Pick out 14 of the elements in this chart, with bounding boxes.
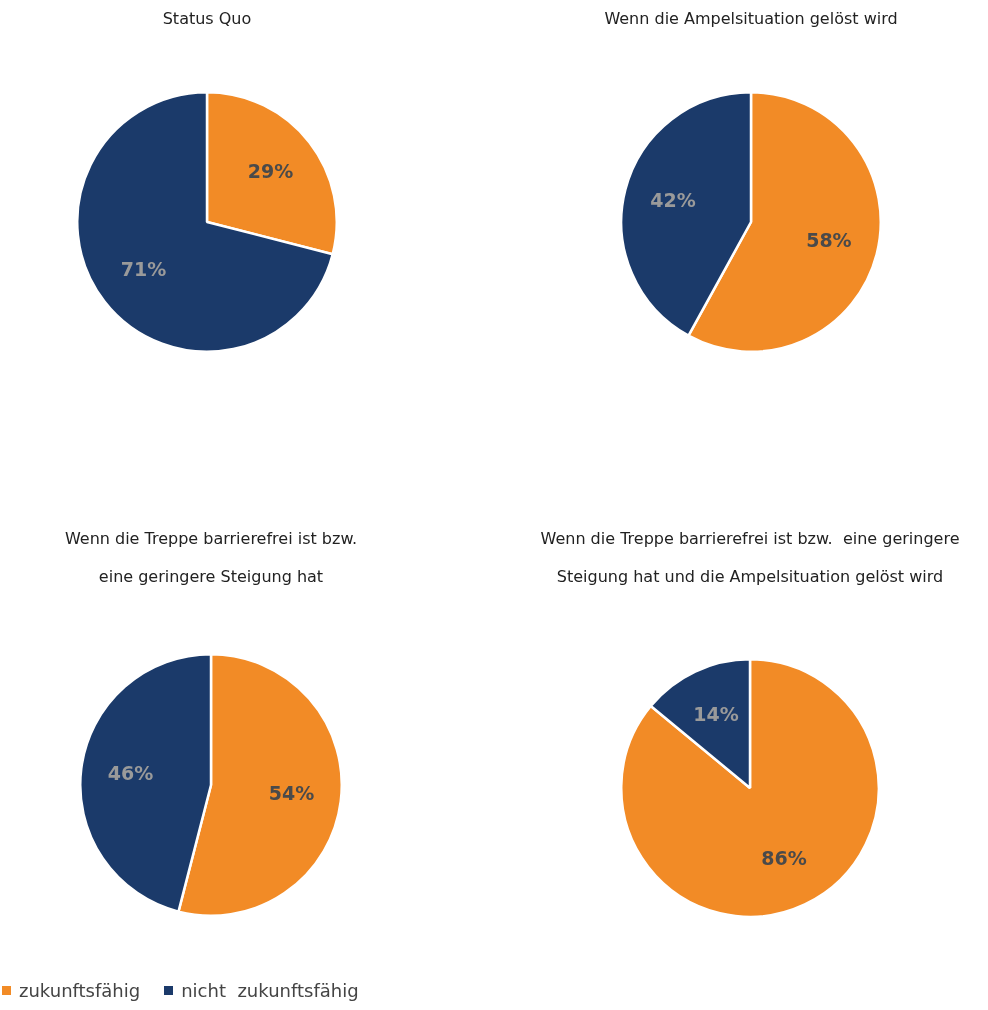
chart-title: Wenn die Treppe barrierefrei ist bzw. eine geringere Steigung hat bbox=[63, 528, 359, 588]
chart-title: Wenn die Ampelsituation gelöst wird bbox=[603, 8, 899, 30]
data-label: 54% bbox=[268, 782, 315, 805]
data-label: 42% bbox=[650, 188, 696, 211]
data-label: 58% bbox=[806, 228, 852, 251]
data-label: 29% bbox=[247, 159, 294, 182]
legend-label: nicht zukunftsfähig bbox=[180, 980, 359, 1001]
data-label: 46% bbox=[107, 761, 154, 784]
legend-label: zukunftsfähig bbox=[18, 980, 141, 1001]
chart-title: Wenn die Treppe barrierefrei ist bzw. eine geringere Steigung hat und die Ampelsituation gelöst wird bbox=[539, 528, 961, 588]
data-label: 71% bbox=[120, 258, 167, 281]
data-label: 86% bbox=[761, 847, 807, 870]
data-label: 14% bbox=[693, 702, 739, 725]
chart-title: Status Quo bbox=[161, 8, 253, 30]
